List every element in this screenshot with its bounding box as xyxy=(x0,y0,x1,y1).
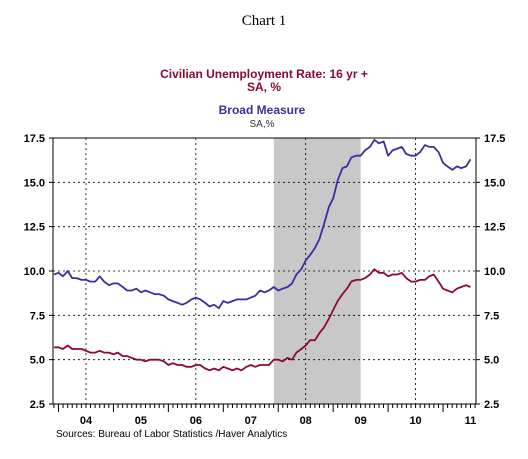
y-tick-label-right: 7.5 xyxy=(484,310,499,322)
chart-title: Chart 1 xyxy=(242,13,287,29)
series2-subtitle: SA,% xyxy=(249,119,274,130)
y-tick-label-right: 17.5 xyxy=(484,133,505,145)
y-tick-label-right: 2.5 xyxy=(484,399,499,411)
source-note: Sources: Bureau of Labor Statistics /Hav… xyxy=(56,429,287,440)
axis-ticks: 2.5 2.5 5.0 5.0 7.5 7.5 10.0 10.0 12.5 12.5 15.0 15… xyxy=(24,133,506,427)
y-tick-label-right: 10.0 xyxy=(484,266,505,278)
x-tick-label: 04 xyxy=(80,415,93,427)
x-tick-label: 06 xyxy=(190,415,202,427)
series-line-broad xyxy=(53,138,472,310)
series2-title: Broad Measure xyxy=(219,103,306,117)
y-tick-label-left: 17.5 xyxy=(24,133,45,145)
y-tick-label-left: 15.0 xyxy=(24,177,45,189)
series1-subtitle: SA, % xyxy=(247,80,281,94)
y-tick-label-left: 7.5 xyxy=(30,310,45,322)
y-tick-label-right: 12.5 xyxy=(484,222,505,234)
y-tick-label-left: 12.5 xyxy=(24,222,45,234)
series-group xyxy=(53,138,472,372)
series1-title: Civilian Unemployment Rate: 16 yr + xyxy=(160,67,368,81)
x-tick-label: 07 xyxy=(245,415,257,427)
y-tick-label-left: 10.0 xyxy=(24,266,45,278)
y-tick-label-left: 2.5 xyxy=(30,399,45,411)
x-tick-label: 08 xyxy=(300,415,312,427)
y-tick-label-right: 15.0 xyxy=(484,177,505,189)
y-tick-label-left: 5.0 xyxy=(30,355,45,367)
x-tick-label: 11 xyxy=(465,415,477,427)
x-tick-label: 05 xyxy=(135,415,147,427)
x-tick-label: 10 xyxy=(409,415,421,427)
x-tick-label: 09 xyxy=(355,415,367,427)
grid-lines xyxy=(53,138,476,404)
series-line-unemployment xyxy=(54,268,471,372)
y-tick-label-right: 5.0 xyxy=(484,355,499,367)
recession-shading xyxy=(273,138,361,404)
